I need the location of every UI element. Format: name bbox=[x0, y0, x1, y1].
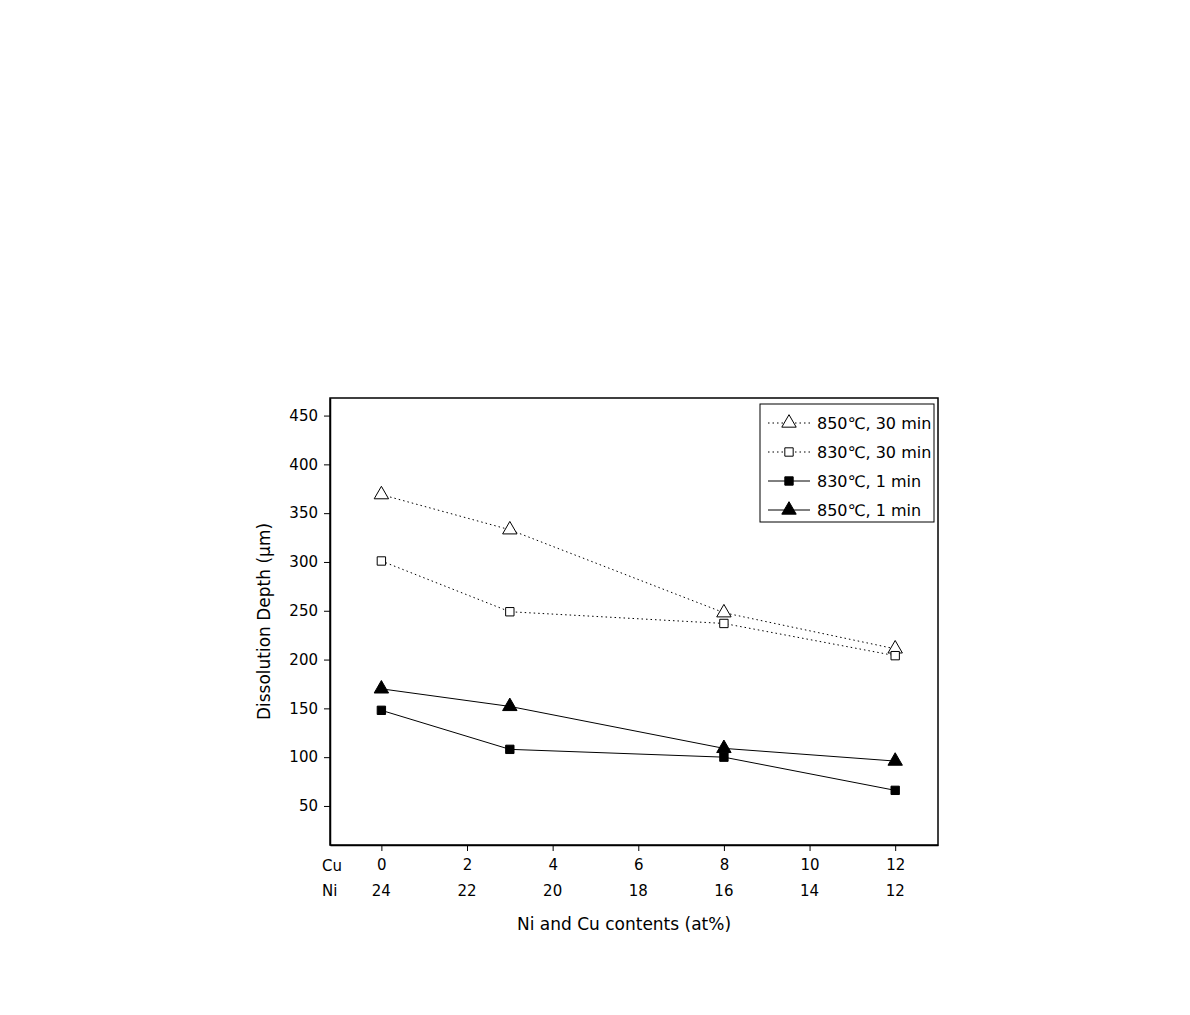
x-axis: 0 2 4 6 8 10 12 bbox=[331, 845, 939, 874]
y-tick: 400 bbox=[289, 456, 330, 474]
series-marker bbox=[891, 651, 899, 659]
y-tick-mark bbox=[324, 806, 330, 807]
series-marker bbox=[717, 604, 731, 616]
y-tick: 250 bbox=[289, 602, 330, 620]
y-tick-label: 400 bbox=[289, 456, 318, 474]
legend-item: 830℃, 30 min bbox=[768, 443, 931, 462]
y-tick: 150 bbox=[289, 700, 330, 718]
x-tick: 4 bbox=[548, 845, 558, 874]
y-tick-label: 250 bbox=[289, 602, 318, 620]
x-tick: 8 bbox=[720, 845, 730, 874]
series-marker bbox=[891, 786, 899, 794]
legend-item: 830℃, 1 min bbox=[768, 472, 921, 491]
x-tick-mark bbox=[810, 845, 811, 851]
x-tick-label: 8 bbox=[720, 856, 730, 874]
legend-item: 850℃, 1 min bbox=[768, 501, 921, 520]
legend-marker bbox=[782, 502, 796, 514]
series-marker bbox=[377, 706, 385, 714]
y-tick-label: 50 bbox=[299, 797, 318, 815]
series-marker bbox=[720, 619, 728, 627]
chart: 02468101224222018161412CuNi5010015020025… bbox=[0, 0, 1190, 1015]
x-tick: 6 bbox=[634, 845, 644, 874]
legend-label: 830℃, 30 min bbox=[817, 443, 931, 462]
legend-marker bbox=[782, 415, 796, 427]
y-tick-label: 450 bbox=[289, 407, 318, 425]
legend-label: 850℃, 1 min bbox=[817, 501, 921, 520]
y-tick: 350 bbox=[289, 504, 330, 522]
legend-marker bbox=[785, 477, 793, 485]
legend-item: 850℃, 30 min bbox=[768, 414, 931, 433]
legend-marker bbox=[785, 448, 793, 456]
y-tick-mark bbox=[324, 562, 330, 563]
legend-label: 830℃, 1 min bbox=[817, 472, 921, 491]
y-tick-label: 350 bbox=[289, 504, 318, 522]
x-axis-line bbox=[331, 845, 939, 847]
x-tick-label-ni: 22 bbox=[457, 882, 476, 900]
plot-area bbox=[374, 486, 902, 794]
series-line bbox=[381, 689, 895, 761]
x-tick-mark bbox=[381, 845, 382, 851]
x-tick-label-ni: 20 bbox=[543, 882, 562, 900]
x-tick-label-ni: 12 bbox=[886, 882, 905, 900]
series-line bbox=[381, 561, 895, 656]
series-marker bbox=[717, 740, 731, 752]
y-tick-mark bbox=[324, 416, 330, 417]
series-marker bbox=[506, 745, 514, 753]
y-axis: 50 100 150 200 250 300 350 400 450 bbox=[289, 399, 330, 846]
y-tick-mark bbox=[324, 708, 330, 709]
series-marker bbox=[506, 608, 514, 616]
y-tick-label: 200 bbox=[289, 651, 318, 669]
x-tick-label: 0 bbox=[377, 856, 387, 874]
plot-frame bbox=[330, 398, 938, 845]
series-marker bbox=[503, 521, 517, 533]
y-tick: 200 bbox=[289, 651, 330, 669]
y-tick-mark bbox=[324, 757, 330, 758]
x-tick: 2 bbox=[463, 845, 473, 874]
x-tick-label: 2 bbox=[463, 856, 473, 874]
series-marker bbox=[503, 698, 517, 710]
x-tick: 0 bbox=[377, 845, 387, 874]
x-tick-label: 4 bbox=[548, 856, 558, 874]
series-marker bbox=[720, 753, 728, 761]
y-tick: 300 bbox=[289, 553, 330, 571]
x-tick-label: 6 bbox=[634, 856, 644, 874]
x-tick-mark bbox=[638, 845, 639, 851]
y-tick-mark bbox=[324, 464, 330, 465]
x-tick: 10 bbox=[801, 845, 820, 874]
series-marker bbox=[377, 557, 385, 565]
y-axis-title: Dissolution Depth (μm) bbox=[254, 523, 274, 720]
y-tick-label: 150 bbox=[289, 700, 318, 718]
y-axis-line bbox=[330, 399, 332, 846]
series-line bbox=[381, 710, 895, 790]
legend-box bbox=[760, 404, 934, 522]
series-marker bbox=[888, 753, 902, 765]
x-tick-label-ni: 24 bbox=[372, 882, 391, 900]
x-tick-label-ni: 14 bbox=[800, 882, 819, 900]
x-row-name: Ni bbox=[322, 882, 337, 900]
x-tick-label: 10 bbox=[801, 856, 820, 874]
x-tick-mark bbox=[724, 845, 725, 851]
x-tick-label-ni: 16 bbox=[714, 882, 733, 900]
x-tick-mark bbox=[467, 845, 468, 851]
x-tick-mark bbox=[895, 845, 896, 851]
x-tick-mark bbox=[553, 845, 554, 851]
legend: 850℃, 30 min 830℃, 30 min 830℃, 1 min 850℃,… bbox=[760, 404, 934, 522]
y-tick-mark bbox=[324, 611, 330, 612]
series-marker bbox=[374, 681, 388, 693]
x-tick: 12 bbox=[886, 845, 905, 874]
series-marker bbox=[374, 486, 388, 498]
y-tick: 50 bbox=[299, 797, 330, 815]
x-axis-title: Ni and Cu contents (at%) bbox=[517, 914, 731, 934]
y-tick-label: 100 bbox=[289, 748, 318, 766]
legend-label: 850℃, 30 min bbox=[817, 414, 931, 433]
y-tick: 450 bbox=[289, 407, 330, 425]
y-tick: 100 bbox=[289, 748, 330, 766]
x-row-name: Cu bbox=[322, 857, 342, 875]
x-tick-label: 12 bbox=[886, 856, 905, 874]
y-tick-mark bbox=[324, 660, 330, 661]
y-tick-mark bbox=[324, 513, 330, 514]
x-tick-label-ni: 18 bbox=[629, 882, 648, 900]
y-tick-label: 300 bbox=[289, 553, 318, 571]
